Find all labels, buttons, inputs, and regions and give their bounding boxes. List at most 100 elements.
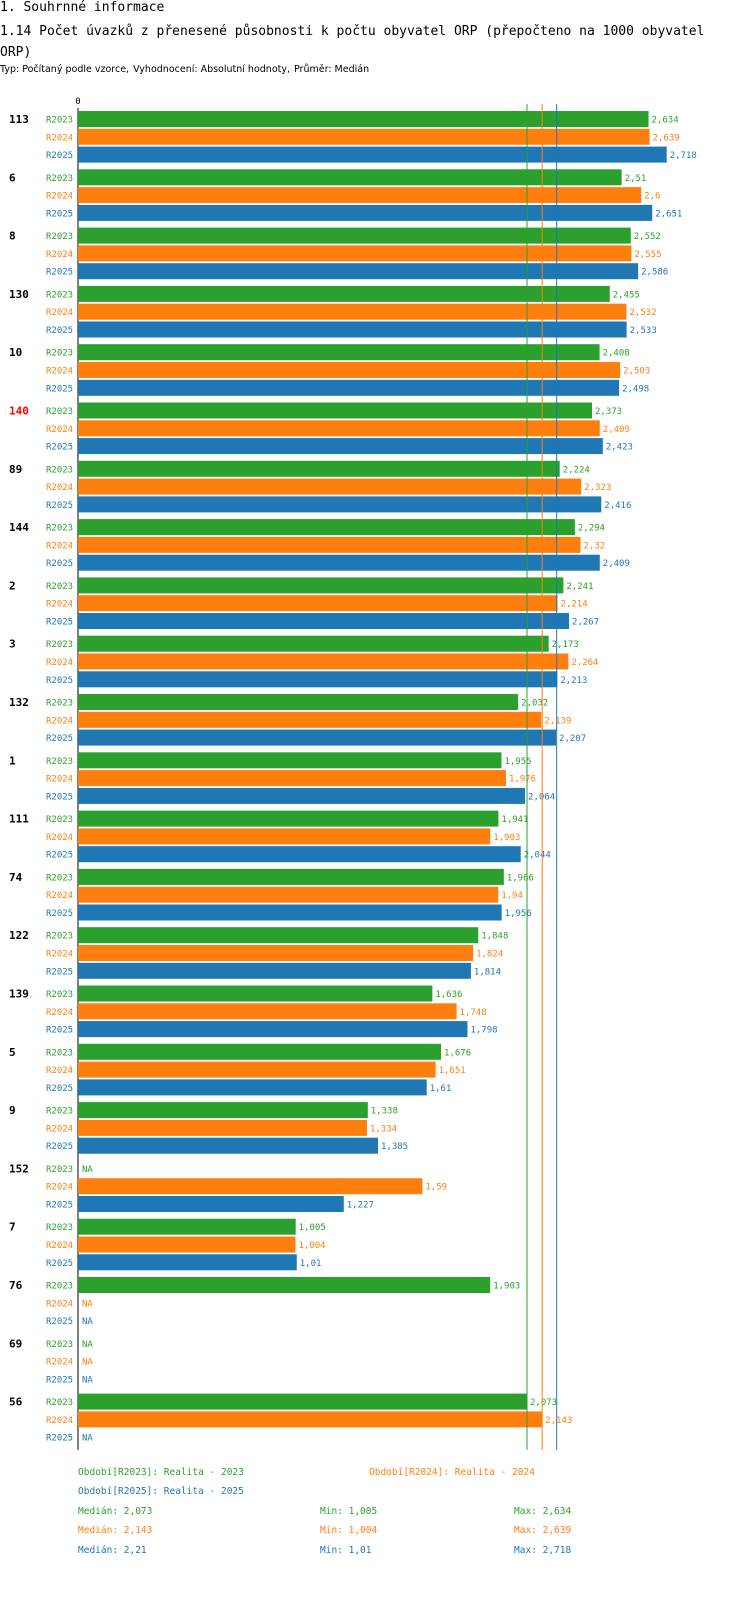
category-label: 122 <box>9 929 29 942</box>
data-label: 2,213 <box>560 676 587 686</box>
bar <box>78 1277 491 1293</box>
series-label: R2023 <box>46 990 73 1000</box>
series-label: R2025 <box>46 1142 73 1152</box>
bar <box>78 204 653 221</box>
data-label: 2,455 <box>613 290 640 300</box>
series-label: R2023 <box>46 1048 73 1058</box>
data-label: 2,532 <box>629 308 656 318</box>
data-label: 1,636 <box>435 990 462 1000</box>
data-label: 1,748 <box>460 1008 487 1018</box>
bar <box>78 1196 344 1212</box>
bar <box>78 1218 296 1235</box>
data-label: 1,004 <box>298 1241 325 1251</box>
series-label: R2025 <box>46 618 73 628</box>
bar <box>78 285 610 302</box>
series-label: R2023 <box>46 757 73 767</box>
bar <box>78 1178 423 1195</box>
series-label: R2025 <box>46 384 73 394</box>
data-label: 1,676 <box>444 1048 471 1058</box>
bar <box>78 536 581 553</box>
bar <box>78 1393 528 1410</box>
data-label: 2,323 <box>584 483 611 493</box>
data-label: 1,61 <box>430 1084 452 1094</box>
series-label: R2023 <box>46 349 73 359</box>
legend-min-r2025: Min: 1,01 <box>320 1545 372 1556</box>
data-label: 2,224 <box>563 465 590 475</box>
data-label: 2,51 <box>625 174 647 184</box>
bar <box>78 595 558 612</box>
series-label: R2024 <box>46 367 73 377</box>
bar <box>78 478 582 495</box>
series-label: R2024 <box>46 1241 73 1251</box>
data-label: 1,941 <box>501 815 528 825</box>
bar <box>78 868 504 885</box>
series-label: R2024 <box>46 308 73 318</box>
data-label: 2,139 <box>544 716 571 726</box>
bar <box>78 344 600 361</box>
data-label: 1,94 <box>501 891 523 901</box>
data-label: 1,59 <box>425 1183 447 1193</box>
series-label: R2025 <box>46 268 73 278</box>
bar <box>78 694 519 710</box>
series-label: R2024 <box>46 600 73 610</box>
bar <box>78 985 433 1002</box>
data-label: NA <box>82 1434 93 1444</box>
bar <box>78 1043 442 1060</box>
chart-subtitle: Typ: Počítaný podle vzorce, Vyhodnocení: … <box>0 64 373 76</box>
category-label: 8 <box>9 230 16 243</box>
data-label: 1,338 <box>371 1107 398 1117</box>
bar <box>78 1102 368 1119</box>
bar <box>78 379 620 396</box>
data-label: 2,498 <box>622 384 649 394</box>
data-label: 2,207 <box>559 734 586 744</box>
category-label: 144 <box>9 521 29 534</box>
bar <box>78 187 642 204</box>
bar <box>78 1411 543 1428</box>
series-label: R2024 <box>46 716 73 726</box>
series-label: R2024 <box>46 833 73 843</box>
category-label: 69 <box>9 1337 22 1350</box>
legend-max-r2023: Max: 2,634 <box>514 1506 572 1517</box>
data-label: 1,848 <box>481 932 508 942</box>
bar <box>78 653 569 670</box>
bar <box>78 420 600 437</box>
series-label: R2025 <box>46 909 73 919</box>
data-label: 1,334 <box>370 1124 397 1134</box>
bar <box>78 810 499 827</box>
data-label: NA <box>82 1375 93 1385</box>
series-label: R2025 <box>46 209 73 219</box>
series-label: R2025 <box>46 1375 73 1385</box>
data-label: 2,651 <box>655 209 682 219</box>
subtitle-type: Typ: Počítaný podle vzorce, <box>0 64 130 75</box>
data-label: 1,956 <box>505 909 532 919</box>
bar <box>78 460 560 477</box>
bar <box>78 671 558 688</box>
legend-max-r2025: Max: 2,718 <box>514 1545 572 1556</box>
bar <box>78 635 549 652</box>
data-label: 1,903 <box>493 1282 520 1292</box>
data-label: 2,32 <box>584 541 606 551</box>
data-label: 1,798 <box>470 1026 497 1036</box>
series-label: R2024 <box>46 192 73 202</box>
legend-period-r2025: Období[R2025]: Realita - 2025 <box>78 1486 244 1497</box>
bar <box>78 303 627 320</box>
data-label: 2,143 <box>545 1416 572 1426</box>
series-label: R2024 <box>46 541 73 551</box>
category-label: 1 <box>9 754 16 767</box>
data-label: 2,214 <box>561 600 588 610</box>
bar <box>78 752 502 769</box>
data-label: 2,533 <box>630 326 657 336</box>
bar <box>78 962 471 979</box>
series-label: R2024 <box>46 250 73 260</box>
category-label: 56 <box>9 1396 23 1409</box>
series-label: R2023 <box>46 873 73 883</box>
data-label: 2,264 <box>571 658 598 668</box>
bar <box>78 770 507 787</box>
bar <box>78 263 639 280</box>
legend-max-r2024: Max: 2,639 <box>514 1525 572 1536</box>
category-label: 140 <box>9 405 29 418</box>
data-label: 1,966 <box>507 873 534 883</box>
bar <box>78 1079 427 1096</box>
series-label: R2025 <box>46 1434 73 1444</box>
series-label: R2024 <box>46 483 73 493</box>
